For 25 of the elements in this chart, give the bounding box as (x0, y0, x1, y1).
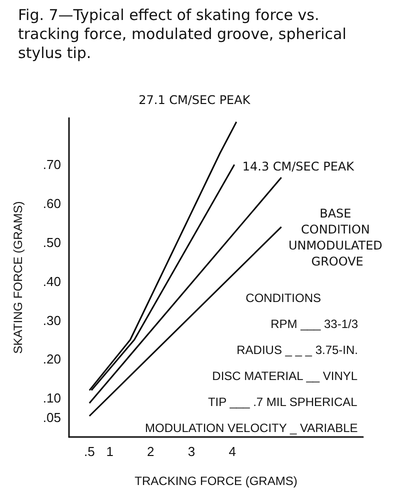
annotation: RPM ___ 33-1/3 (270, 317, 358, 331)
y-axis-title: SKATING FORCE (GRAMS) (11, 201, 25, 354)
x-tick-label: 3 (188, 444, 196, 459)
series-label: 14.3 CM/SEC PEAK (242, 160, 356, 174)
annotation: TIP ___ .7 MIL SPHERICAL (208, 395, 358, 409)
chart-title: Fig. 7—Typical effect of skating force vs. tracking force, modulated groove, spherical stylus tip. (18, 6, 348, 63)
y-tick-label: .10 (42, 390, 61, 406)
y-tick-label: .30 (42, 312, 61, 328)
y-tick-label: .70 (42, 157, 61, 172)
series-label: 27.1 CM/SEC PEAK (138, 92, 252, 107)
annotation: DISC MATERIAL __ VINYL (212, 369, 358, 383)
annotation: RADIUS _ _ _ 3.75-IN. (236, 343, 358, 357)
y-tick-label: .05 (42, 410, 61, 426)
y-tick-label: .60 (42, 196, 61, 212)
x-tick-label: 4 (228, 444, 236, 459)
x-tick-label: 1 (106, 444, 114, 459)
annotation: CONDITIONS (246, 291, 322, 305)
y-tick-label: .50 (42, 234, 61, 250)
y-tick-label: .20 (42, 352, 61, 367)
annotation: MODULATION VELOCITY _ VARIABLE (145, 421, 358, 435)
text: BASE CONDITION UNMODULATED GROOVE (288, 206, 386, 269)
x-tick-label: 2 (147, 444, 154, 459)
x-axis-title: TRACKING FORCE (GRAMS) (134, 474, 298, 488)
y-tick-label: .40 (42, 274, 61, 289)
x-tick-label: .5 (84, 444, 95, 459)
